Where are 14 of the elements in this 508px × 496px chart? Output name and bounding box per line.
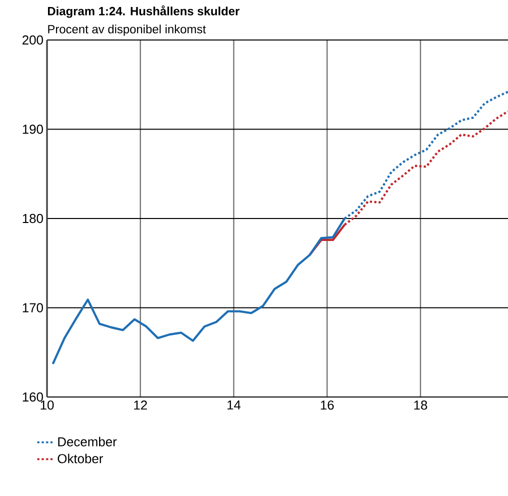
x-tick-label: 12 bbox=[134, 400, 147, 410]
y-tick-label: 170 bbox=[22, 303, 43, 312]
y-tick-label: 190 bbox=[22, 124, 43, 134]
x-tick-label: 18 bbox=[414, 400, 428, 410]
y-tick-label: 160 bbox=[22, 392, 43, 402]
x-tick-label: 10 bbox=[40, 400, 54, 410]
x-tick-label: 14 bbox=[228, 400, 241, 410]
chart-subtitle: Procent av disponibel inkomst bbox=[48, 24, 206, 36]
y-tick-label: 200 bbox=[22, 35, 43, 45]
legend-label: December bbox=[58, 436, 117, 446]
x-tick-label: 16 bbox=[320, 400, 334, 410]
y-tick-label: 180 bbox=[22, 214, 43, 224]
legend-label: Oktober bbox=[58, 454, 104, 464]
chart-title: Diagram 1:24. Hushållens skulder bbox=[48, 5, 240, 18]
